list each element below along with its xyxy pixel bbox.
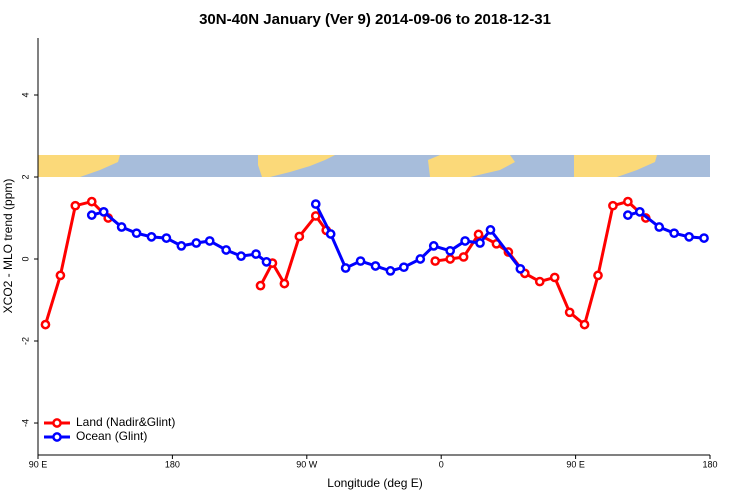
y-tick-label: 0 [20,256,30,261]
point [261,257,272,267]
point [593,270,603,281]
point [623,196,633,207]
point [473,229,484,240]
y-tick-label: 2 [20,174,30,179]
series-line [44,199,647,328]
x-axis-label: Longitude (deg E) [327,476,422,490]
point [98,207,109,217]
point [460,236,470,246]
point [634,207,645,217]
point [684,232,694,242]
legend-label: Ocean (Glint) [76,429,147,443]
x-tick-label: 180 [702,459,717,469]
point [236,251,246,261]
point [515,263,526,274]
x-tick-label: 90 W [296,459,318,469]
point [385,266,396,276]
point [325,229,336,239]
point [279,278,290,289]
point [564,307,575,318]
point [161,233,172,243]
map-strip [38,155,710,177]
point [428,241,439,251]
point [475,238,485,248]
point [340,263,351,273]
point [485,225,496,235]
legend-label: Land (Nadir&Glint) [76,415,175,429]
point [430,256,441,266]
point [221,245,232,255]
point [355,256,366,266]
point [176,241,187,251]
point [534,276,545,287]
y-tick-label: -2 [20,337,30,345]
point [55,270,66,281]
point [654,222,665,232]
point [131,228,142,239]
point [86,196,97,207]
point [255,280,266,291]
point [116,222,127,232]
point [549,272,560,283]
point [86,210,97,220]
x-tick-label: 180 [165,459,180,469]
point [370,261,381,271]
point [669,228,680,239]
point [445,254,456,264]
x-tick-label: 90 E [29,459,48,469]
point [623,210,633,220]
point [415,254,426,264]
map-ocean [38,155,710,177]
point [251,249,261,259]
map-land [428,155,515,177]
point [294,231,305,242]
y-tick-label: 4 [20,92,30,97]
map-land [574,155,657,177]
point [579,319,590,330]
point [699,233,709,243]
point [445,245,456,256]
point [310,211,321,221]
legend-marker [52,418,62,428]
map-land [38,155,120,177]
x-tick-label: 0 [439,459,444,469]
point [40,319,51,330]
point [191,238,202,248]
point [146,232,157,242]
point [608,200,618,211]
y-tick-label: -4 [20,419,30,427]
legend-marker [52,432,62,442]
point [399,262,409,273]
point [458,252,469,262]
x-tick-label: 90 E [566,459,585,469]
map-land [258,155,335,177]
chart-title: 30N-40N January (Ver 9) 2014-09-06 to 20… [199,11,551,28]
point [204,236,215,246]
point [70,200,81,211]
y-axis-label: XCO2 - MLO trend (ppm) [1,179,15,314]
point [310,199,321,209]
